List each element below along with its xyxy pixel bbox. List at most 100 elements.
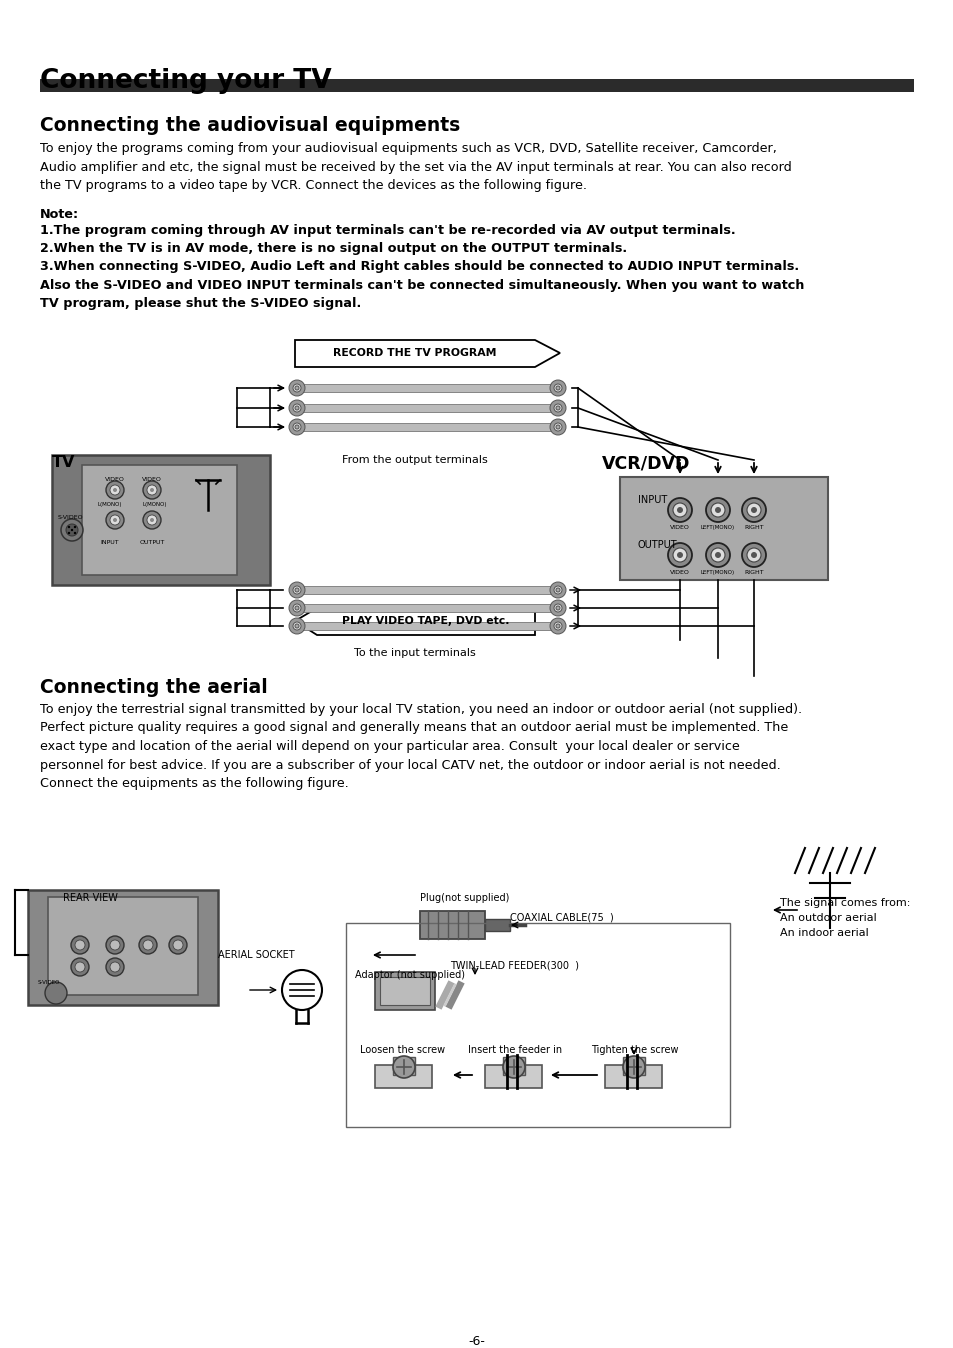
- Circle shape: [741, 497, 765, 522]
- Circle shape: [282, 971, 322, 1010]
- Circle shape: [746, 549, 760, 562]
- Circle shape: [750, 551, 757, 558]
- Circle shape: [110, 515, 120, 524]
- FancyBboxPatch shape: [296, 621, 558, 630]
- Text: To the input terminals: To the input terminals: [354, 648, 476, 658]
- Text: TWIN-LEAD FEEDER(300  ): TWIN-LEAD FEEDER(300 ): [450, 960, 578, 971]
- Circle shape: [289, 380, 305, 396]
- Circle shape: [147, 485, 157, 495]
- Text: -6-: -6-: [468, 1335, 485, 1348]
- Circle shape: [554, 604, 561, 612]
- Text: VIDEO: VIDEO: [142, 477, 162, 483]
- Circle shape: [110, 485, 120, 495]
- Circle shape: [71, 958, 89, 976]
- Circle shape: [143, 481, 161, 499]
- Circle shape: [710, 549, 724, 562]
- Circle shape: [714, 507, 720, 514]
- Circle shape: [112, 488, 117, 492]
- Text: TV: TV: [52, 456, 75, 470]
- FancyBboxPatch shape: [502, 1057, 524, 1074]
- Text: INPUT: INPUT: [638, 495, 666, 506]
- Circle shape: [677, 507, 682, 514]
- Circle shape: [393, 1055, 415, 1078]
- Circle shape: [71, 936, 89, 954]
- Circle shape: [293, 404, 301, 412]
- Text: Note:: Note:: [40, 208, 79, 221]
- Text: Insert the feeder in: Insert the feeder in: [468, 1045, 561, 1055]
- Circle shape: [112, 518, 117, 522]
- Text: RIGHT: RIGHT: [743, 570, 763, 576]
- Circle shape: [293, 423, 301, 431]
- Circle shape: [293, 384, 301, 392]
- Circle shape: [45, 981, 67, 1004]
- Circle shape: [150, 518, 153, 522]
- Circle shape: [556, 386, 559, 390]
- Text: VCR/DVD: VCR/DVD: [601, 456, 690, 473]
- Polygon shape: [294, 340, 559, 367]
- Text: RECORD THE TV PROGRAM: RECORD THE TV PROGRAM: [333, 348, 497, 359]
- Text: Connecting your TV: Connecting your TV: [40, 67, 332, 94]
- Circle shape: [68, 526, 71, 528]
- Circle shape: [556, 624, 559, 628]
- Text: REAR VIEW: REAR VIEW: [63, 892, 117, 903]
- Circle shape: [556, 588, 559, 592]
- Circle shape: [622, 1055, 644, 1078]
- Polygon shape: [294, 608, 535, 635]
- Circle shape: [550, 380, 565, 396]
- Text: To enjoy the terrestrial signal transmitted by your local TV station, you need a: To enjoy the terrestrial signal transmit…: [40, 704, 801, 790]
- Circle shape: [172, 940, 183, 950]
- Circle shape: [672, 503, 686, 518]
- FancyBboxPatch shape: [375, 1065, 432, 1088]
- FancyBboxPatch shape: [379, 977, 430, 1006]
- Circle shape: [294, 607, 298, 611]
- FancyBboxPatch shape: [604, 1065, 661, 1088]
- Circle shape: [556, 406, 559, 410]
- Circle shape: [289, 400, 305, 417]
- Circle shape: [110, 940, 120, 950]
- Text: To enjoy the programs coming from your audiovisual equipments such as VCR, DVD, : To enjoy the programs coming from your a…: [40, 142, 791, 191]
- Circle shape: [106, 936, 124, 954]
- Text: AERIAL SOCKET: AERIAL SOCKET: [218, 950, 294, 960]
- Text: S-VIDEO: S-VIDEO: [58, 515, 84, 520]
- Circle shape: [73, 526, 76, 528]
- Circle shape: [672, 549, 686, 562]
- Circle shape: [293, 621, 301, 630]
- FancyBboxPatch shape: [619, 477, 827, 580]
- Circle shape: [677, 551, 682, 558]
- Text: Connecting the aerial: Connecting the aerial: [40, 678, 268, 697]
- FancyBboxPatch shape: [296, 384, 558, 392]
- Circle shape: [139, 936, 157, 954]
- FancyBboxPatch shape: [296, 586, 558, 594]
- Circle shape: [294, 386, 298, 390]
- Circle shape: [550, 400, 565, 417]
- Circle shape: [556, 607, 559, 611]
- Circle shape: [554, 423, 561, 431]
- Circle shape: [705, 497, 729, 522]
- Circle shape: [550, 582, 565, 599]
- Text: VIDEO: VIDEO: [669, 524, 689, 530]
- Circle shape: [289, 419, 305, 435]
- Text: L(MONO): L(MONO): [143, 501, 167, 507]
- Text: 3.When connecting S-VIDEO, Audio Left and Right cables should be connected to AU: 3.When connecting S-VIDEO, Audio Left an…: [40, 260, 803, 310]
- Text: INPUT: INPUT: [101, 541, 119, 545]
- Circle shape: [143, 940, 152, 950]
- FancyBboxPatch shape: [48, 896, 198, 995]
- Circle shape: [75, 962, 85, 972]
- Text: Plug(not supplied): Plug(not supplied): [419, 892, 509, 903]
- Circle shape: [294, 624, 298, 628]
- Text: LEFT(MONO): LEFT(MONO): [700, 570, 735, 576]
- FancyBboxPatch shape: [40, 80, 913, 92]
- Circle shape: [502, 1055, 524, 1078]
- Circle shape: [710, 503, 724, 518]
- Text: VIDEO: VIDEO: [669, 570, 689, 576]
- FancyBboxPatch shape: [296, 604, 558, 612]
- Circle shape: [750, 507, 757, 514]
- Text: OUTPUT: OUTPUT: [638, 541, 677, 550]
- FancyBboxPatch shape: [419, 911, 484, 940]
- Circle shape: [550, 617, 565, 634]
- Text: From the output terminals: From the output terminals: [342, 456, 487, 465]
- Text: Adaptor (not supplied): Adaptor (not supplied): [355, 971, 464, 980]
- Circle shape: [554, 621, 561, 630]
- Circle shape: [294, 588, 298, 592]
- FancyBboxPatch shape: [296, 423, 558, 431]
